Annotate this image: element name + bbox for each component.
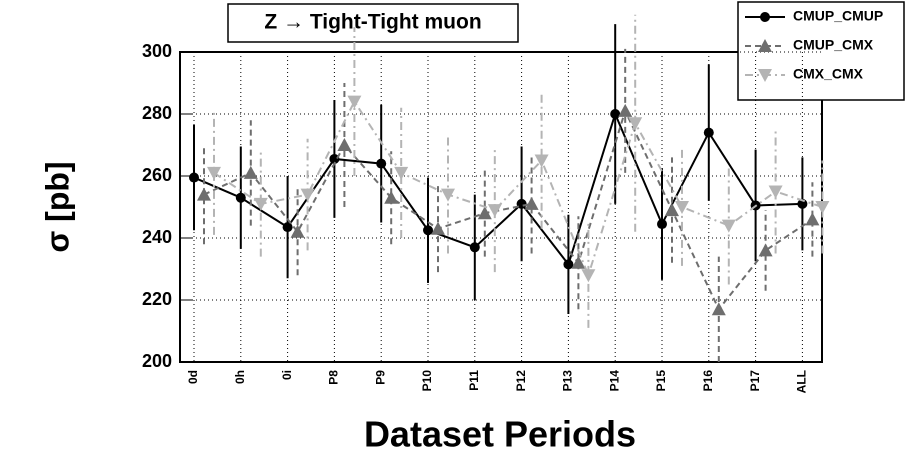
series-line bbox=[193, 111, 803, 267]
marker bbox=[235, 192, 246, 203]
marker bbox=[768, 185, 783, 199]
x-tick-label: P9 bbox=[373, 370, 387, 385]
y-tick-label: 200 bbox=[142, 351, 172, 371]
x-tick-label: P13 bbox=[561, 370, 575, 392]
marker bbox=[300, 188, 315, 202]
x-tick-label: 0h bbox=[233, 370, 247, 384]
x-tick-label: P8 bbox=[327, 370, 341, 385]
marker bbox=[441, 188, 455, 202]
legend-label: CMX_CMX bbox=[793, 66, 864, 82]
x-tick-label: P17 bbox=[748, 370, 762, 392]
marker bbox=[337, 138, 352, 151]
marker bbox=[189, 172, 199, 183]
legend-marker bbox=[758, 69, 772, 82]
marker bbox=[243, 165, 258, 179]
marker bbox=[571, 255, 586, 269]
legend-marker bbox=[760, 12, 770, 22]
marker bbox=[376, 158, 387, 169]
marker bbox=[721, 219, 736, 233]
marker bbox=[665, 203, 679, 217]
marker bbox=[487, 204, 502, 218]
marker bbox=[394, 166, 409, 180]
marker bbox=[384, 190, 399, 204]
y-tick-label: 240 bbox=[142, 227, 172, 247]
x-tick-label: P11 bbox=[467, 370, 481, 391]
marker bbox=[610, 109, 621, 119]
marker bbox=[469, 242, 480, 253]
legend-label: CMUP_CMUP bbox=[793, 8, 883, 24]
marker bbox=[524, 196, 539, 210]
marker bbox=[657, 219, 667, 230]
y-tick-label: 260 bbox=[142, 165, 172, 185]
x-tick-label: P15 bbox=[654, 370, 668, 392]
x-tick-label: P10 bbox=[420, 370, 434, 392]
marker bbox=[423, 225, 433, 236]
y-axis-label: σ [pb] bbox=[39, 161, 75, 252]
marker bbox=[207, 166, 221, 180]
marker bbox=[758, 243, 773, 257]
plot-frame bbox=[179, 51, 823, 363]
marker bbox=[815, 201, 830, 214]
marker bbox=[282, 222, 293, 233]
x-tick-label: P12 bbox=[514, 370, 528, 392]
x-tick-label: P14 bbox=[607, 370, 621, 392]
marker bbox=[563, 259, 574, 270]
chart-title: Z → Tight-Tight muon bbox=[264, 11, 481, 34]
x-tick-label: ALL bbox=[795, 370, 809, 393]
y-tick-label: 220 bbox=[142, 289, 172, 309]
marker bbox=[477, 206, 492, 220]
marker bbox=[197, 187, 211, 201]
y-tick-label: 300 bbox=[142, 41, 172, 61]
marker bbox=[534, 154, 549, 168]
marker bbox=[329, 153, 340, 164]
marker bbox=[711, 302, 726, 316]
marker bbox=[253, 197, 268, 211]
marker bbox=[581, 269, 596, 283]
marker bbox=[703, 127, 714, 138]
x-tick-label: 0d bbox=[186, 370, 200, 384]
marker bbox=[618, 103, 633, 117]
x-tick-label: 0i bbox=[280, 370, 294, 380]
x-tick-label: P16 bbox=[701, 370, 715, 392]
title-box bbox=[227, 3, 519, 43]
x-axis-label: Dataset Periods bbox=[364, 414, 636, 455]
marker bbox=[290, 224, 305, 238]
marker bbox=[675, 201, 689, 214]
marker bbox=[797, 198, 808, 209]
legend-label: CMUP_CMX bbox=[793, 37, 874, 53]
marker bbox=[805, 212, 820, 226]
series-line bbox=[213, 99, 823, 279]
marker bbox=[628, 117, 643, 131]
y-tick-label: 280 bbox=[142, 103, 172, 123]
marker bbox=[347, 95, 362, 109]
legend-marker bbox=[758, 39, 772, 52]
series-line bbox=[203, 108, 813, 312]
marker bbox=[431, 221, 445, 235]
